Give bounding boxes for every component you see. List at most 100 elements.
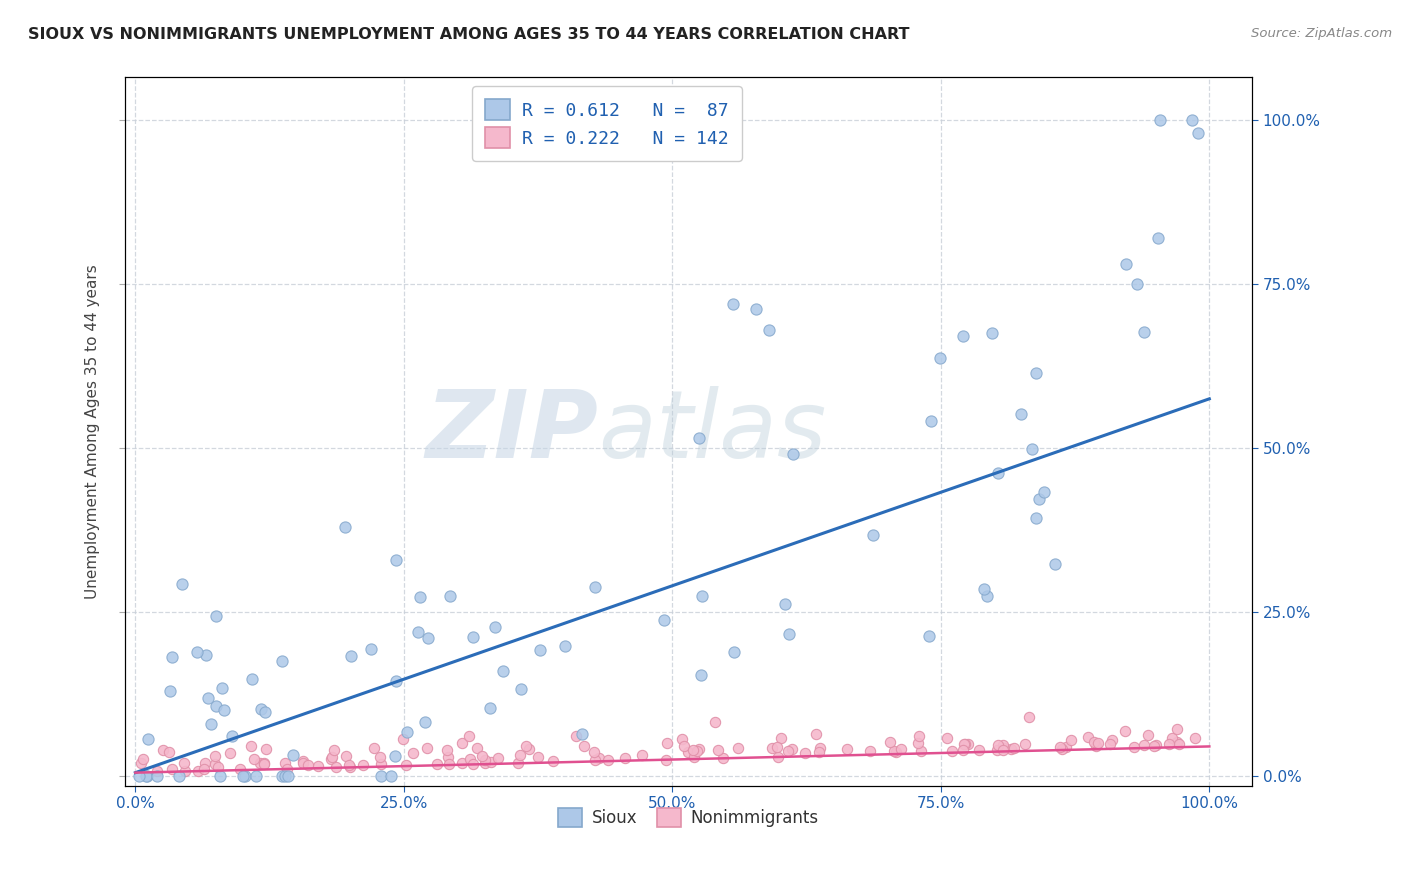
- Point: [277, 769, 299, 783]
- Point: [690, 668, 713, 682]
- Point: [688, 431, 710, 445]
- Point: [1014, 737, 1036, 751]
- Point: [395, 758, 418, 772]
- Point: [768, 749, 790, 764]
- Point: [773, 597, 796, 611]
- Point: [170, 576, 193, 591]
- Point: [918, 629, 941, 643]
- Point: [385, 673, 408, 688]
- Point: [471, 748, 494, 763]
- Point: [953, 737, 976, 751]
- Point: [1000, 742, 1022, 756]
- Point: [1187, 126, 1209, 140]
- Point: [769, 731, 792, 745]
- Point: [1122, 739, 1144, 754]
- Point: [270, 769, 292, 783]
- Point: [583, 745, 606, 759]
- Point: [631, 747, 654, 762]
- Point: [782, 741, 804, 756]
- Point: [136, 769, 159, 783]
- Point: [486, 751, 509, 765]
- Point: [1045, 557, 1067, 571]
- Point: [253, 705, 276, 719]
- Point: [167, 769, 190, 783]
- Point: [174, 764, 197, 779]
- Point: [474, 753, 496, 767]
- Point: [254, 742, 277, 756]
- Point: [1085, 739, 1108, 753]
- Point: [458, 751, 481, 765]
- Point: [672, 739, 695, 754]
- Point: [205, 698, 228, 713]
- Point: [197, 691, 219, 706]
- Point: [173, 756, 195, 771]
- Point: [406, 624, 429, 639]
- Point: [976, 589, 998, 603]
- Point: [436, 743, 458, 757]
- Point: [517, 742, 540, 756]
- Point: [242, 752, 264, 766]
- Point: [1032, 484, 1054, 499]
- Point: [596, 753, 619, 767]
- Point: [245, 769, 267, 783]
- Point: [1147, 231, 1170, 245]
- Point: [270, 654, 292, 668]
- Point: [240, 739, 263, 753]
- Point: [352, 758, 374, 772]
- Point: [986, 743, 1008, 757]
- Point: [929, 351, 952, 366]
- Point: [993, 740, 1015, 755]
- Point: [380, 769, 402, 783]
- Point: [862, 528, 884, 542]
- Point: [337, 758, 360, 772]
- Point: [682, 742, 704, 756]
- Point: [333, 520, 356, 534]
- Point: [484, 620, 506, 634]
- Point: [253, 756, 276, 770]
- Point: [200, 717, 222, 731]
- Point: [1157, 737, 1180, 751]
- Point: [458, 729, 481, 743]
- Point: [1018, 710, 1040, 724]
- Point: [221, 729, 243, 743]
- Point: [776, 744, 799, 758]
- Point: [1115, 257, 1137, 271]
- Text: ZIP: ZIP: [426, 385, 598, 477]
- Point: [385, 553, 408, 567]
- Point: [761, 741, 783, 756]
- Point: [291, 754, 314, 768]
- Point: [416, 740, 439, 755]
- Point: [132, 752, 155, 766]
- Point: [1114, 723, 1136, 738]
- Point: [418, 631, 440, 645]
- Point: [723, 645, 745, 659]
- Point: [1137, 728, 1160, 742]
- Point: [1101, 733, 1123, 747]
- Point: [233, 769, 256, 783]
- Point: [676, 745, 699, 759]
- Point: [583, 580, 606, 594]
- Point: [723, 296, 745, 310]
- Point: [804, 727, 827, 741]
- Point: [461, 757, 484, 772]
- Point: [322, 743, 344, 757]
- Point: [1144, 738, 1167, 752]
- Point: [1021, 442, 1043, 456]
- Point: [339, 760, 361, 774]
- Point: [529, 643, 551, 657]
- Point: [859, 744, 882, 758]
- Point: [461, 630, 484, 644]
- Point: [439, 589, 461, 603]
- Point: [157, 746, 180, 760]
- Point: [392, 732, 415, 747]
- Point: [219, 746, 242, 760]
- Point: [413, 714, 436, 729]
- Point: [159, 683, 181, 698]
- Point: [212, 703, 235, 717]
- Point: [335, 748, 357, 763]
- Point: [707, 743, 730, 757]
- Point: [1052, 742, 1074, 756]
- Point: [711, 750, 734, 764]
- Point: [883, 744, 905, 758]
- Point: [204, 748, 226, 763]
